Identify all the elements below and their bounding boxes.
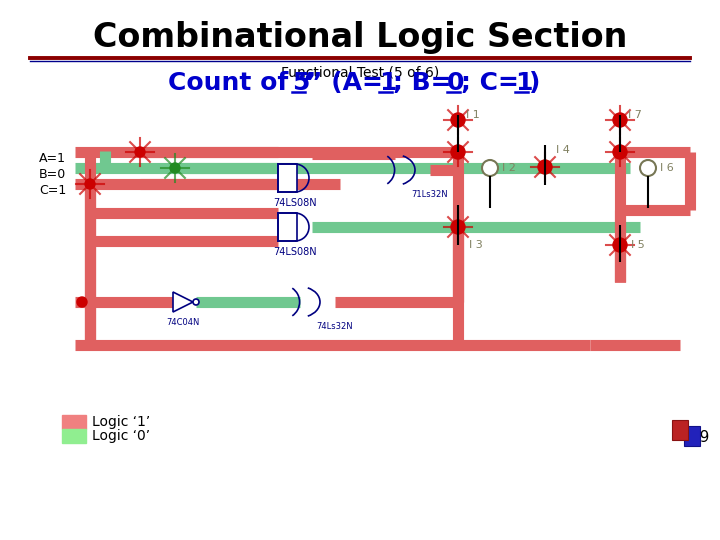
Circle shape — [640, 160, 656, 176]
Circle shape — [451, 220, 465, 234]
Circle shape — [77, 297, 87, 307]
Text: 74LS08N: 74LS08N — [273, 247, 317, 257]
Text: I 2: I 2 — [502, 163, 516, 173]
Text: I 7: I 7 — [628, 110, 642, 120]
Text: 74C04N: 74C04N — [166, 318, 199, 327]
Text: I 4: I 4 — [556, 145, 570, 155]
Text: 0: 0 — [447, 71, 464, 95]
Text: Logic ‘0’: Logic ‘0’ — [92, 429, 150, 443]
Text: A=1: A=1 — [39, 152, 66, 165]
Text: Logic ‘1’: Logic ‘1’ — [92, 415, 150, 429]
Circle shape — [193, 299, 199, 305]
Polygon shape — [684, 426, 700, 446]
Text: 71Ls32N: 71Ls32N — [412, 190, 449, 199]
Polygon shape — [672, 420, 688, 440]
Circle shape — [482, 160, 498, 176]
Text: ): ) — [529, 71, 541, 95]
Text: B=0: B=0 — [39, 167, 66, 180]
Bar — [278, 164, 297, 192]
Circle shape — [85, 179, 95, 189]
Text: 1: 1 — [379, 71, 397, 95]
Text: Count of “: Count of “ — [168, 71, 313, 95]
Text: I 5: I 5 — [631, 240, 644, 250]
Circle shape — [170, 163, 180, 173]
Circle shape — [613, 238, 627, 252]
Circle shape — [613, 113, 627, 127]
Bar — [62, 429, 86, 443]
Text: Combinational Logic Section: Combinational Logic Section — [93, 21, 627, 53]
Circle shape — [451, 113, 465, 127]
Circle shape — [613, 145, 627, 159]
Circle shape — [451, 145, 465, 159]
Text: 1: 1 — [515, 71, 533, 95]
Text: ; C=: ; C= — [461, 71, 519, 95]
Text: 74Ls32N: 74Ls32N — [317, 322, 354, 331]
Circle shape — [538, 160, 552, 174]
Text: ; B=: ; B= — [393, 71, 451, 95]
Bar — [278, 213, 297, 241]
Text: 19: 19 — [690, 429, 710, 444]
Bar — [62, 415, 86, 429]
Circle shape — [135, 147, 145, 157]
Text: I 6: I 6 — [660, 163, 674, 173]
Text: I 3: I 3 — [469, 240, 482, 250]
Polygon shape — [173, 292, 193, 312]
Text: ” (A=: ” (A= — [306, 71, 383, 95]
Text: Functional Test (5 of 6): Functional Test (5 of 6) — [281, 66, 439, 80]
Text: I 1: I 1 — [466, 110, 480, 120]
Text: 5: 5 — [292, 71, 310, 95]
Text: 74LS08N: 74LS08N — [273, 198, 317, 208]
Text: C=1: C=1 — [39, 184, 66, 197]
